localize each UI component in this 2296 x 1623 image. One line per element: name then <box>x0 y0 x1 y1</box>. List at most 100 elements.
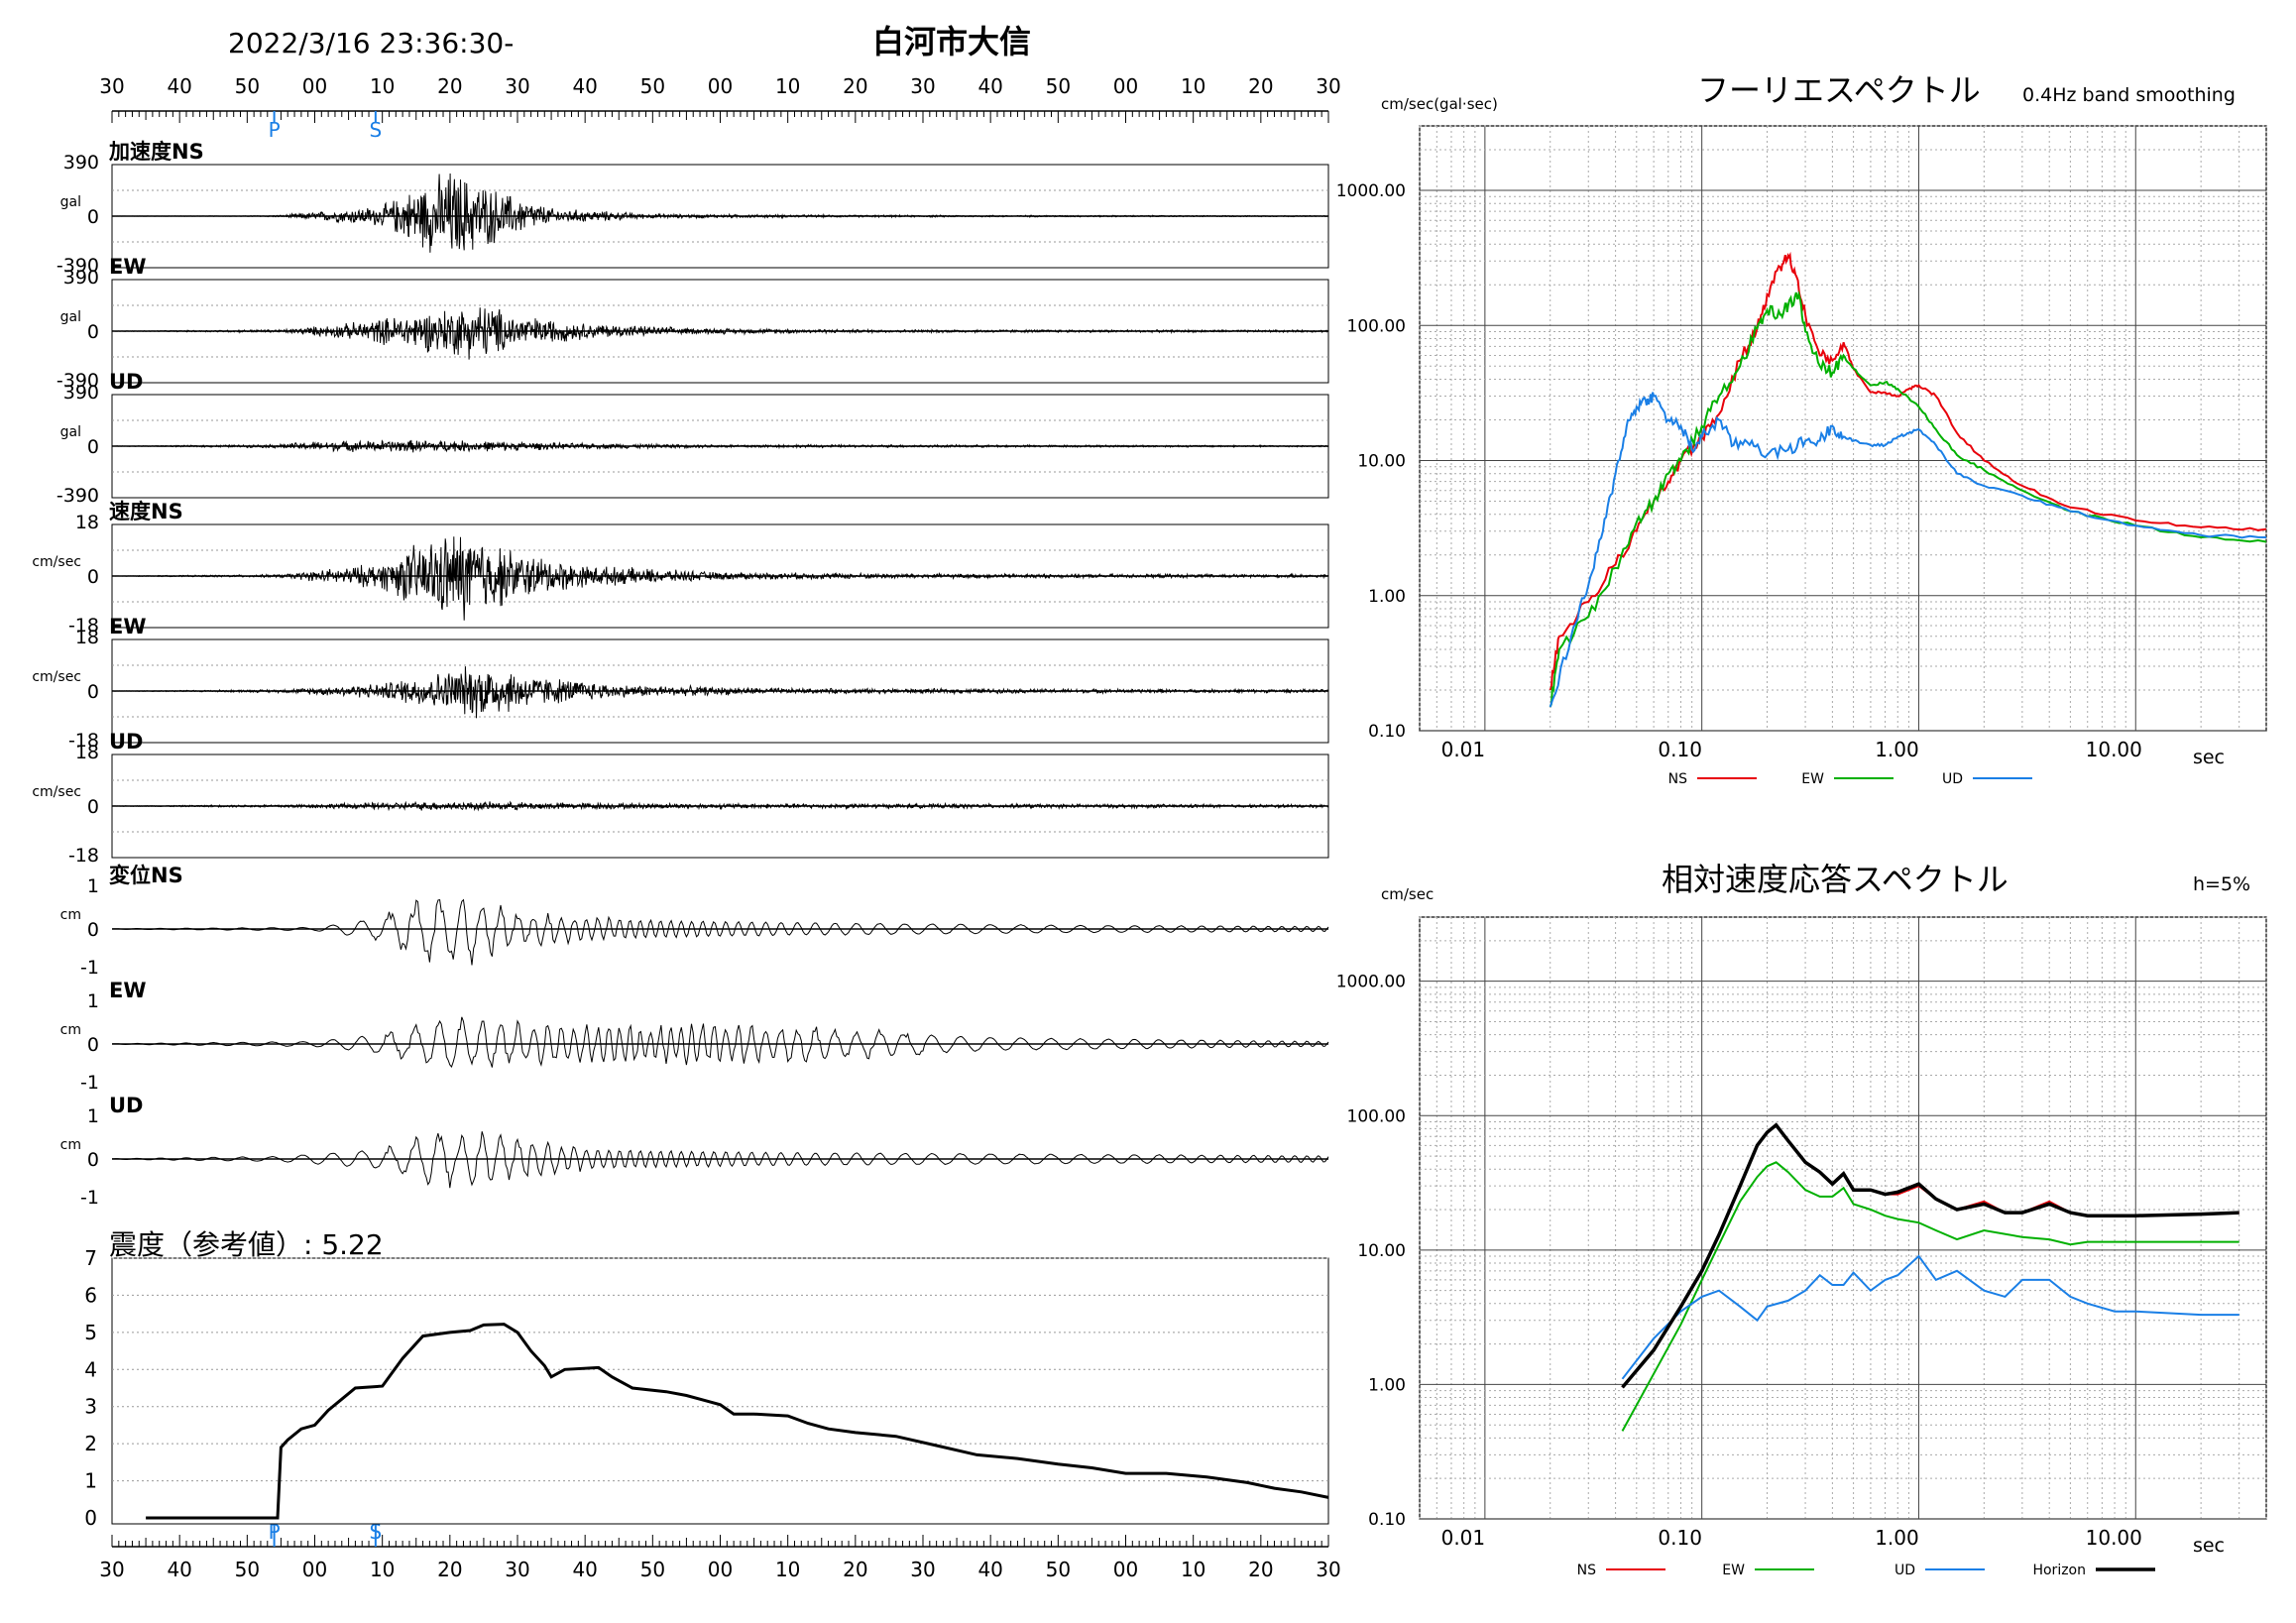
unit-label: cm <box>60 1137 81 1153</box>
fourier-y-unit: cm/sec(gal·sec) <box>1381 95 1498 113</box>
x-unit-label: sec <box>2193 1535 2225 1557</box>
y-tick-label: 100.00 <box>1347 316 1406 336</box>
panel-label: EW <box>109 615 147 638</box>
y-tick-label: 0.10 <box>1368 722 1406 742</box>
y-max-label: 390 <box>63 267 99 289</box>
unit-label: cm/sec <box>32 669 81 685</box>
legend-label-ns: NS <box>1668 771 1687 787</box>
y-max-label: 18 <box>75 627 99 648</box>
waveform-panel-3: UD 390 0 -390 gal <box>57 370 1329 507</box>
response-note: h=5% <box>2193 873 2250 895</box>
spectrum-frame <box>1419 125 2267 732</box>
panel-label: EW <box>109 979 147 1002</box>
y-tick-label: 1.00 <box>1368 587 1406 607</box>
x-tick-label: 10.00 <box>2086 738 2142 761</box>
intensity-y-tick: 1 <box>84 1469 97 1493</box>
time-tick-label: 30 <box>99 1558 124 1581</box>
y-zero-label: 0 <box>87 206 99 228</box>
y-max-label: 18 <box>75 512 99 533</box>
phase-label-s: S <box>369 118 382 142</box>
time-tick-label: 10 <box>775 74 800 98</box>
fourier-note: 0.4Hz band smoothing <box>2022 84 2236 106</box>
y-min-label: -1 <box>80 957 99 979</box>
response-spectrum-chart: 0.01 0.10 1.00 10.00 sec 0.10 1.00 10.00 100.00 1… <box>1336 916 2267 1578</box>
time-tick-label: 30 <box>1316 1558 1340 1581</box>
legend-label-ew: EW <box>1722 1563 1745 1578</box>
y-min-label: -18 <box>68 845 99 867</box>
time-tick-label: 00 <box>302 74 327 98</box>
x-tick-label: 1.00 <box>1875 738 1919 761</box>
x-tick-label: 0.01 <box>1441 738 1486 761</box>
y-min-label: -1 <box>80 1187 99 1209</box>
time-tick-label: 10 <box>1181 74 1205 98</box>
y-zero-label: 0 <box>87 1149 99 1171</box>
y-zero-label: 0 <box>87 436 99 458</box>
y-zero-label: 0 <box>87 1034 99 1056</box>
y-zero-label: 0 <box>87 919 99 941</box>
x-unit-label: sec <box>2193 747 2225 768</box>
intensity-line <box>146 1323 1329 1520</box>
series-ew <box>1549 290 2267 708</box>
intensity-y-tick: 7 <box>84 1246 97 1270</box>
waveform-trace <box>112 173 1328 253</box>
time-tick-label: 00 <box>708 74 733 98</box>
time-tick-label: 10 <box>775 1558 800 1581</box>
time-tick-label: 00 <box>1113 1558 1138 1581</box>
fourier-spectrum-chart: 0.01 0.10 1.00 10.00 sec 0.10 1.00 10.00 100.00 1… <box>1336 125 2267 787</box>
x-tick-label: 1.00 <box>1875 1526 1919 1550</box>
waveform-panel-5: EW 18 0 -18 cm/sec <box>32 615 1329 752</box>
time-tick-label: 20 <box>437 1558 462 1581</box>
series-ud <box>1549 392 2267 708</box>
legend-label-ns: NS <box>1577 1563 1596 1578</box>
intensity-y-tick: 0 <box>84 1506 97 1530</box>
time-tick-label: 00 <box>302 1558 327 1581</box>
y-min-label: -390 <box>57 370 99 392</box>
y-tick-label: 1.00 <box>1368 1375 1406 1395</box>
time-tick-label: 10 <box>1181 1558 1205 1581</box>
legend-label-ud: UD <box>1894 1563 1915 1578</box>
y-max-label: 1 <box>87 1105 99 1127</box>
time-tick-label: 50 <box>640 74 665 98</box>
time-tick-label: 30 <box>99 74 124 98</box>
spectrum-frame <box>1419 916 2267 1520</box>
time-tick-label: 40 <box>572 1558 597 1581</box>
response-title: 相対速度応答スペクトル <box>1662 861 2009 898</box>
y-max-label: 18 <box>75 742 99 763</box>
unit-label: gal <box>60 309 81 325</box>
panel-label: 変位NS <box>109 864 183 887</box>
intensity-y-tick: 4 <box>84 1357 97 1381</box>
time-tick-label: 40 <box>572 74 597 98</box>
unit-label: cm/sec <box>32 784 81 800</box>
time-tick-label: 10 <box>370 74 395 98</box>
time-tick-label: 20 <box>437 74 462 98</box>
time-tick-label: 50 <box>235 1558 260 1581</box>
intensity-y-tick: 2 <box>84 1432 97 1455</box>
time-tick-label: 30 <box>505 74 529 98</box>
fourier-title: フーリエスペクトル <box>1697 71 1981 109</box>
panel-label: EW <box>109 255 147 279</box>
time-tick-label: 40 <box>977 1558 1002 1581</box>
x-tick-label: 0.10 <box>1658 738 1702 761</box>
intensity-title: 震度（参考値）: 5.22 <box>109 1228 384 1261</box>
time-tick-label: 40 <box>167 74 191 98</box>
intensity-frame <box>111 1257 1329 1525</box>
y-min-label: -390 <box>57 255 99 277</box>
waveform-trace <box>111 536 1328 621</box>
time-tick-label: 30 <box>910 1558 935 1581</box>
y-tick-label: 1000.00 <box>1336 973 1406 992</box>
y-tick-label: 10.00 <box>1357 452 1406 472</box>
legend-label-ud: UD <box>1942 771 1963 787</box>
series-horizon <box>1621 1122 2239 1389</box>
y-tick-label: 0.10 <box>1368 1510 1406 1530</box>
waveform-trace <box>111 898 1329 966</box>
panel-label: UD <box>109 730 143 754</box>
x-tick-label: 0.01 <box>1441 1526 1486 1550</box>
intensity-y-tick: 5 <box>84 1321 97 1344</box>
x-tick-label: 0.10 <box>1658 1526 1702 1550</box>
y-min-label: -1 <box>80 1072 99 1094</box>
time-tick-label: 50 <box>1046 74 1071 98</box>
panel-label: 速度NS <box>109 500 183 523</box>
panel-label: UD <box>109 1094 143 1117</box>
time-tick-label: 50 <box>235 74 260 98</box>
